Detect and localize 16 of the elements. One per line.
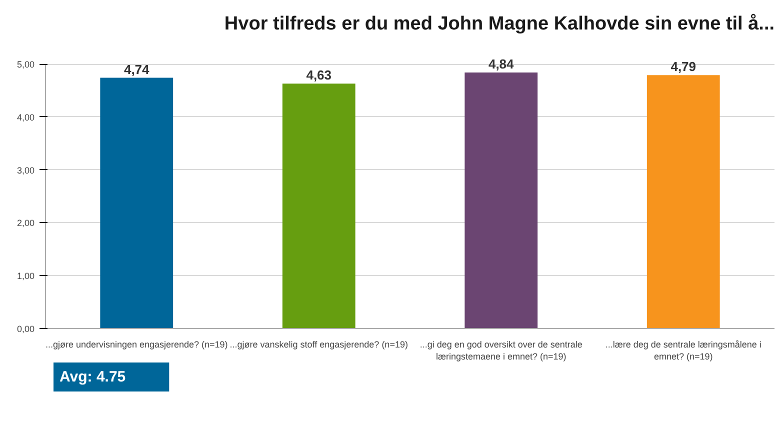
text: Avg: 4.75 xyxy=(60,368,126,386)
chart-title: Hvor tilfreds er du med John Magne Kalhovde sin evne til å... xyxy=(224,14,775,34)
x-tick-label: ...gjøre vanskelig stoff engasjerende? (n=19) xyxy=(230,340,408,350)
data-label: 4,63 xyxy=(306,68,332,83)
x-tick-label: ...gi deg en god oversikt over de sentrale læringstemaene i emnet? (n=19) xyxy=(420,340,582,362)
y-tick-label: 4,00 xyxy=(16,112,35,122)
y-tick-label: 2,00 xyxy=(16,218,35,228)
y-tick-label: 5,00 xyxy=(16,60,35,70)
y-tick-label: 0,00 xyxy=(16,324,35,334)
data-label: 4,84 xyxy=(488,56,515,72)
x-tick-label: ...gjøre undervisningen engasjerende? (n=19) xyxy=(45,340,228,350)
y-tick-label: 3,00 xyxy=(16,165,35,176)
data-label: 4,74 xyxy=(124,62,150,77)
y-tick-label: 1,00 xyxy=(16,271,35,282)
data-label: 4,79 xyxy=(670,59,696,74)
x-tick-label: ...lære deg de sentrale læringsmålene i emnet? (n=19) xyxy=(605,340,762,362)
